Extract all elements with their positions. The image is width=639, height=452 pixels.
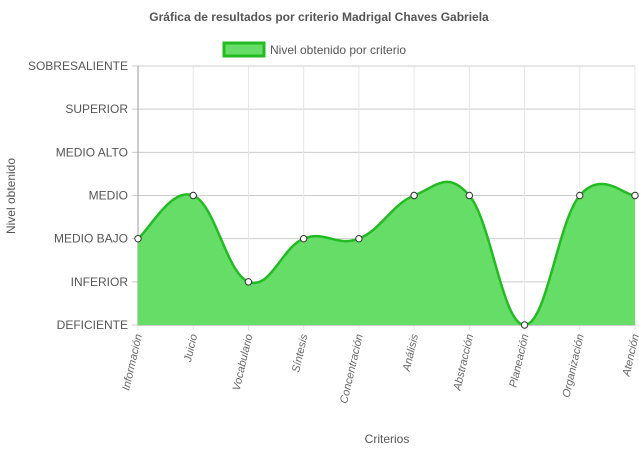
data-point[interactable] <box>134 234 142 243</box>
legend-swatch <box>222 41 266 58</box>
y-tick-label: SUPERIOR <box>65 102 128 116</box>
data-point[interactable] <box>520 321 529 329</box>
y-tick-label: MEDIO <box>89 189 128 203</box>
legend[interactable]: Nivel obtenido por criterio <box>222 41 406 58</box>
y-tick-label: MEDIO ALTO <box>56 145 128 159</box>
data-point[interactable] <box>631 191 639 200</box>
area-fill <box>138 181 635 325</box>
data-points <box>134 191 639 329</box>
legend-label: Nivel obtenido por criterio <box>270 43 406 57</box>
x-tick-label: Análisis <box>401 332 422 373</box>
y-tick-label: SOBRESALIENTE <box>28 59 128 73</box>
x-tick-label: Planeación <box>508 333 532 389</box>
x-axis-ticks: Información Juicio Vocabulario Síntesis Conc… <box>120 332 639 404</box>
series-line <box>137 180 636 327</box>
x-tick-label: Concentración <box>338 333 366 405</box>
y-tick-label: MEDIO BAJO <box>54 232 128 246</box>
data-point[interactable] <box>189 191 197 200</box>
x-tick-label: Abstracción <box>451 333 476 393</box>
data-point[interactable] <box>410 191 418 200</box>
data-point[interactable] <box>244 278 253 286</box>
x-axis-title: Criterios <box>365 432 410 446</box>
data-point[interactable] <box>465 191 474 200</box>
x-tick-label: Vocabulario <box>231 333 256 392</box>
x-tick-label: Información <box>120 333 145 392</box>
y-axis-ticks: DEFICIENTE INFERIOR MEDIO BAJO MEDIO MEDIO A… <box>28 59 128 332</box>
data-point[interactable] <box>576 191 584 200</box>
y-tick-label: DEFICIENTE <box>57 318 128 332</box>
data-point[interactable] <box>355 234 363 243</box>
x-tick-label: Organización <box>560 333 586 399</box>
y-axis-title: Nivel obtenido <box>4 158 18 234</box>
chart-title: Gráfica de resultados por criterio Madri… <box>149 10 489 24</box>
y-tick-label: INFERIOR <box>71 275 129 289</box>
data-point[interactable] <box>299 234 308 243</box>
x-tick-label: Juicio <box>182 333 200 364</box>
x-tick-label: Atención <box>620 333 639 378</box>
x-tick-label: Síntesis <box>290 333 311 374</box>
